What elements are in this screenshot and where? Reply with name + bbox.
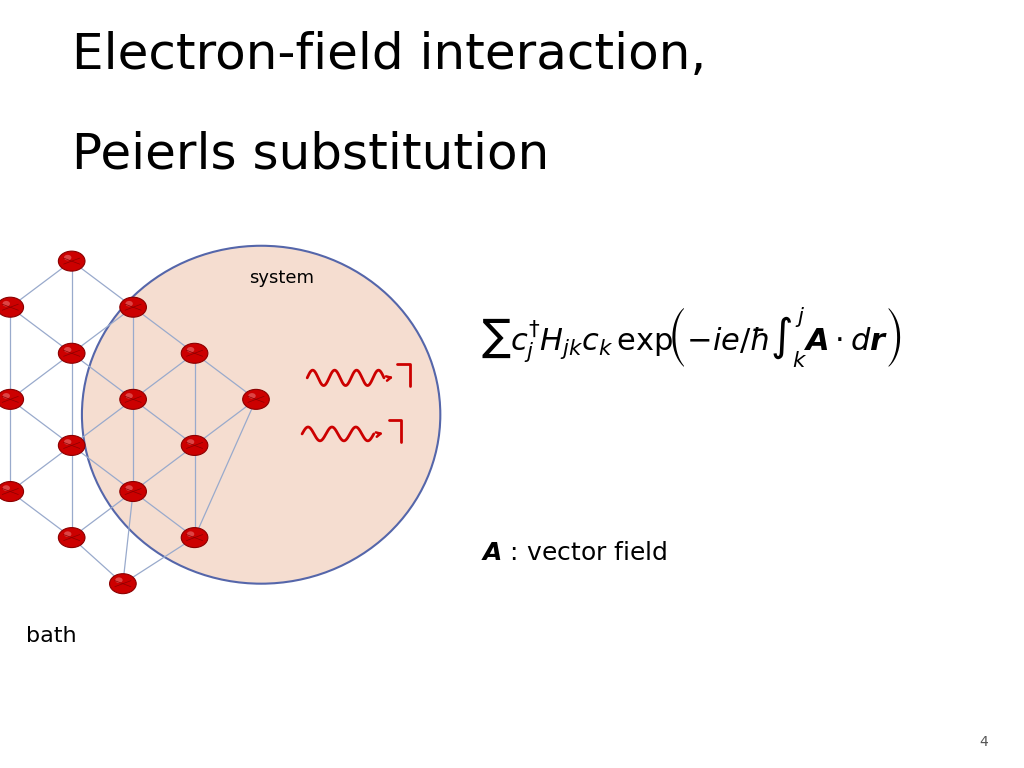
Circle shape	[63, 531, 72, 537]
Text: Peierls substitution: Peierls substitution	[72, 131, 549, 179]
Circle shape	[125, 393, 133, 399]
Text: system: system	[249, 269, 314, 286]
Circle shape	[2, 393, 10, 399]
Circle shape	[186, 347, 195, 353]
Circle shape	[186, 439, 195, 445]
Circle shape	[125, 301, 133, 306]
Circle shape	[243, 389, 269, 409]
Ellipse shape	[82, 246, 440, 584]
Text: $\boldsymbol{A}$ : vector field: $\boldsymbol{A}$ : vector field	[481, 541, 668, 565]
Circle shape	[181, 528, 208, 548]
Circle shape	[63, 347, 72, 353]
Circle shape	[0, 482, 24, 502]
Circle shape	[181, 343, 208, 363]
Text: bath: bath	[26, 626, 76, 646]
Text: Electron-field interaction,: Electron-field interaction,	[72, 31, 706, 79]
Circle shape	[0, 389, 24, 409]
Text: $\sum c_j^{\dagger} H_{jk} c_k \, \mathrm{exp}\!\left(-ie/\hbar \int_k^j \boldsy: $\sum c_j^{\dagger} H_{jk} c_k \, \mathr…	[481, 306, 902, 370]
Circle shape	[125, 485, 133, 491]
Circle shape	[2, 485, 10, 491]
Circle shape	[186, 531, 195, 537]
Circle shape	[58, 251, 85, 271]
Circle shape	[110, 574, 136, 594]
Circle shape	[120, 482, 146, 502]
Circle shape	[120, 297, 146, 317]
Text: 4: 4	[979, 735, 988, 749]
Circle shape	[2, 301, 10, 306]
Circle shape	[181, 435, 208, 455]
Circle shape	[58, 435, 85, 455]
Circle shape	[58, 343, 85, 363]
Circle shape	[120, 389, 146, 409]
Circle shape	[248, 393, 256, 399]
Circle shape	[115, 578, 123, 583]
Circle shape	[0, 297, 24, 317]
Circle shape	[58, 528, 85, 548]
Circle shape	[63, 255, 72, 260]
Circle shape	[63, 439, 72, 445]
